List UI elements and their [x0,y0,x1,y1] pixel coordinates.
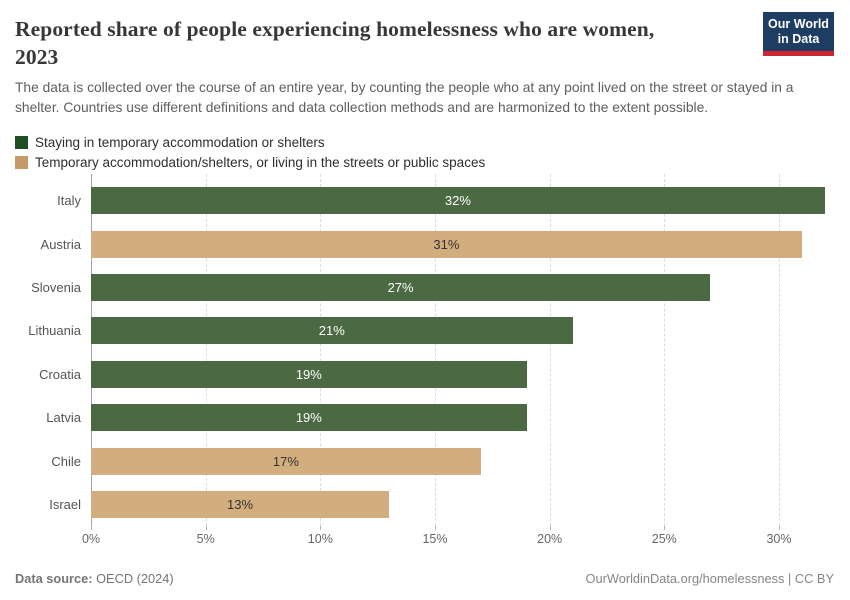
owid-logo: Our World in Data [763,12,834,56]
country-label: Italy [57,193,81,209]
legend-swatch-icon [15,156,28,170]
bar-row: Croatia 19% [15,353,834,396]
bar-row: Latvia 19% [15,396,834,439]
country-label: Israel [49,496,81,512]
bar-austria: 31% [91,230,802,258]
bar-latvia: 19% [91,404,527,432]
legend-label: Staying in temporary accommodation or sh… [35,135,325,151]
bar-track: 27% [91,274,834,301]
tick-mark [320,526,322,531]
bar-value-label: 32% [444,193,471,209]
data-source-label: Data source: [15,571,93,586]
bar-lithuania: 21% [91,317,573,345]
country-label: Latvia [46,410,81,426]
tick-mark [778,526,780,531]
bar-value-label: 19% [295,410,322,426]
legend-item-shelters: Staying in temporary accommodation or sh… [15,135,834,150]
bar-value-label: 21% [318,323,345,339]
bar-value-label: 19% [295,366,322,382]
bar-value-label: 13% [227,496,254,512]
data-source: Data source: OECD (2024) [15,571,174,586]
bar-row: Chile 17% [15,439,834,482]
bar-row: Israel 13% [15,483,834,526]
tick-mark [205,526,207,531]
bar-track: 19% [91,360,834,388]
tick-mark [664,526,666,531]
x-tick-label: 15% [422,532,448,547]
header: Reported share of people experiencing ho… [15,12,834,71]
legend: Staying in temporary accommodation or sh… [15,135,834,170]
x-tick-label: 5% [196,532,215,547]
logo-line-2: in Data [777,31,820,46]
country-label: Slovenia [31,280,81,295]
chart-title: Reported share of people experiencing ho… [15,17,655,69]
bar-track: 32% [91,187,834,215]
bar-value-label: 17% [272,453,299,469]
chart-subtitle: The data is collected over the course of… [15,80,794,116]
bar-slovenia: 27% [91,274,711,301]
country-label: Austria [40,236,81,252]
tick-mark [549,526,551,531]
legend-label: Temporary accommodation/shelters, or liv… [35,155,486,171]
bar-row: Lithuania 21% [15,309,834,352]
bar-track: 17% [91,447,834,475]
tick-mark [91,526,92,531]
footer: Data source: OECD (2024) OurWorldinData.… [15,571,834,586]
country-label: Croatia [39,366,81,382]
bar-value-label: 31% [433,236,460,252]
legend-item-combined: Temporary accommodation/shelters, or liv… [15,155,834,170]
bar-italy: 32% [91,187,825,215]
bar-chile: 17% [91,447,481,475]
country-label: Lithuania [28,323,81,339]
x-tick-label: 30% [766,532,792,547]
bar-row: Slovenia 27% [15,266,834,309]
bar-row: Austria 31% [15,222,834,265]
bar-track: 19% [91,404,834,432]
bar-chart: Italy 32% Austria 31% Slovenia 27% Lithuania 21… [15,174,834,552]
bar-track: 21% [91,317,834,345]
country-label: Chile [51,453,81,469]
bar-israel: 13% [91,490,390,518]
bar-rows: Italy 32% Austria 31% Slovenia 27% Lithuania 21… [15,179,834,526]
legend-swatch-icon [15,136,28,150]
x-tick-label: 0% [81,532,101,547]
x-axis: 0% 5% 10% 15% 20% 25% 30% [82,526,834,552]
bar-row: Italy 32% [15,179,834,222]
credit-link: OurWorldinData.org/homelessness | CC BY [585,571,834,586]
logo-line-1: Our World [768,17,829,32]
x-tick-label: 10% [307,532,333,547]
x-tick-label: 20% [537,532,563,547]
tick-mark [434,526,436,531]
bar-croatia: 19% [91,360,527,388]
bar-track: 31% [91,230,834,258]
x-tick-label: 25% [651,532,677,547]
data-source-value: OECD (2024) [96,571,174,586]
bar-track: 13% [91,490,834,518]
bar-value-label: 27% [387,280,414,295]
